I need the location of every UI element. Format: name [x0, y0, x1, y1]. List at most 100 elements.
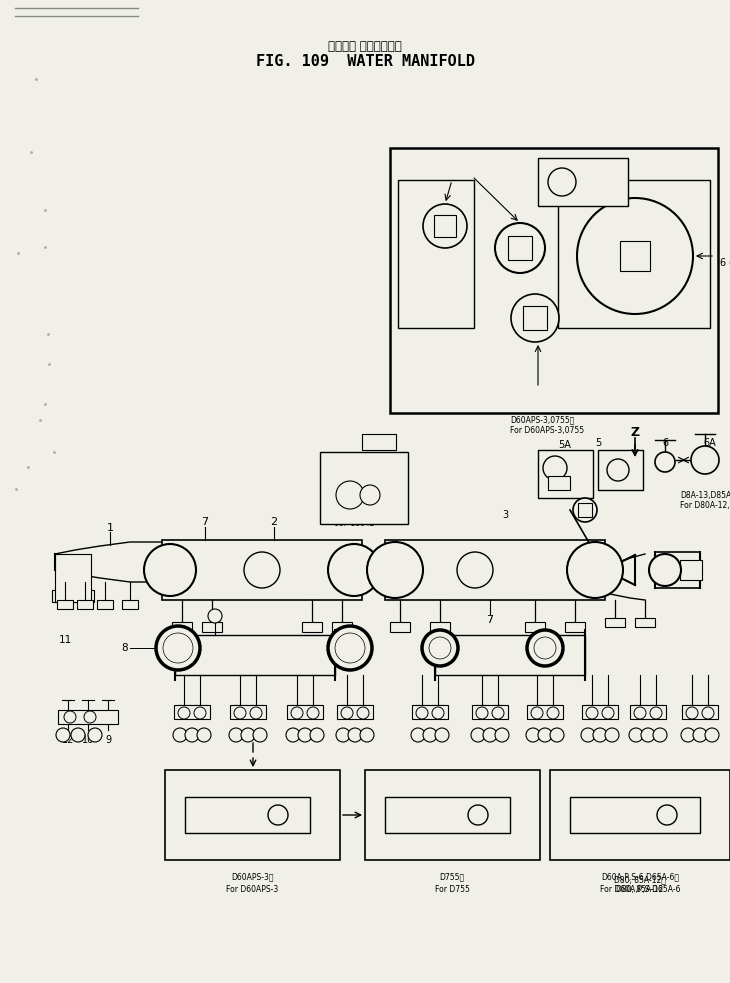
Text: 6A: 6A [704, 438, 716, 448]
Bar [365, 770, 540, 860]
Circle shape [328, 626, 372, 670]
Bar [435, 635, 585, 675]
Circle shape [641, 728, 655, 742]
Circle shape [534, 637, 556, 659]
Bar [605, 618, 625, 627]
Text: For D755: For D755 [434, 885, 469, 894]
Bar [52, 590, 94, 602]
Bar [630, 705, 666, 719]
Circle shape [547, 707, 559, 719]
Circle shape [163, 633, 193, 663]
Circle shape [367, 542, 423, 598]
Circle shape [468, 805, 488, 825]
Bar [548, 476, 570, 490]
Circle shape [423, 204, 467, 248]
Circle shape [341, 707, 353, 719]
Text: 4A: 4A [349, 460, 363, 470]
Text: 8: 8 [121, 643, 128, 653]
Bar [578, 503, 592, 517]
Circle shape [705, 728, 719, 742]
Circle shape [577, 198, 693, 314]
Circle shape [194, 707, 206, 719]
Text: 7 A: 7 A [631, 843, 649, 853]
Circle shape [84, 711, 96, 723]
Circle shape [185, 728, 199, 742]
Text: D60A,P,S-6,D65A-6用: D60A,P,S-6,D65A-6用 [601, 872, 679, 881]
Circle shape [653, 728, 667, 742]
Text: FIG. 109  WATER MANIFOLD: FIG. 109 WATER MANIFOLD [255, 54, 474, 70]
Circle shape [432, 707, 444, 719]
Circle shape [538, 728, 552, 742]
Circle shape [483, 728, 497, 742]
Bar [172, 622, 192, 632]
Bar [527, 705, 563, 719]
Text: Z: Z [631, 426, 639, 438]
Circle shape [336, 481, 364, 509]
Circle shape [586, 707, 598, 719]
Circle shape [657, 805, 677, 825]
Circle shape [286, 728, 300, 742]
Circle shape [435, 728, 449, 742]
Bar [620, 241, 650, 271]
Text: 7: 7 [486, 615, 493, 625]
Circle shape [634, 707, 646, 719]
Bar [320, 452, 408, 524]
Bar [398, 180, 474, 328]
Circle shape [422, 630, 458, 666]
Circle shape [144, 544, 196, 596]
Bar [302, 622, 322, 632]
Circle shape [234, 707, 246, 719]
Text: 10: 10 [82, 735, 94, 745]
Circle shape [693, 728, 707, 742]
Circle shape [335, 633, 365, 663]
Text: 4A: 4A [544, 473, 556, 483]
Circle shape [511, 294, 559, 342]
Circle shape [173, 728, 187, 742]
Circle shape [156, 626, 200, 670]
Circle shape [527, 630, 563, 666]
Circle shape [526, 728, 540, 742]
Circle shape [88, 728, 102, 742]
Bar [508, 236, 532, 260]
Circle shape [56, 728, 70, 742]
Text: 5A: 5A [558, 440, 572, 450]
Bar [362, 434, 396, 450]
Circle shape [691, 446, 719, 474]
Circle shape [476, 707, 488, 719]
Bar [385, 540, 605, 600]
Text: 5: 5 [595, 438, 601, 448]
Circle shape [655, 452, 675, 472]
Bar [538, 158, 628, 206]
Circle shape [573, 498, 597, 522]
Circle shape [605, 728, 619, 742]
Bar [525, 622, 545, 632]
Bar [430, 622, 450, 632]
Circle shape [307, 707, 319, 719]
Bar [550, 770, 730, 860]
Bar [162, 540, 362, 600]
Circle shape [548, 168, 576, 196]
Circle shape [208, 609, 222, 623]
Text: 6 or 6A: 6 or 6A [720, 258, 730, 268]
Bar [97, 600, 113, 609]
Circle shape [429, 637, 451, 659]
Text: 矢視
View  Z: 矢視 View Z [621, 386, 655, 406]
Circle shape [197, 728, 211, 742]
Text: D80, 85A-12用
D80, 85A-12: D80, 85A-12用 D80, 85A-12 [614, 875, 666, 895]
Circle shape [360, 485, 380, 505]
Circle shape [310, 728, 324, 742]
Bar [185, 797, 310, 833]
Bar [385, 797, 510, 833]
Text: 60F 18642-: 60F 18642- [334, 519, 377, 529]
Circle shape [360, 728, 374, 742]
Text: For D60A,P,S-D65A-6: For D60A,P,S-D65A-6 [600, 885, 680, 894]
Circle shape [244, 552, 280, 588]
Circle shape [492, 707, 504, 719]
Circle shape [686, 707, 698, 719]
Text: 3: 3 [502, 510, 508, 520]
Text: D8A-13,D85A用
For D80A-12, D85A: D8A-13,D85A用 For D80A-12, D85A [680, 491, 730, 510]
Circle shape [581, 728, 595, 742]
Circle shape [253, 728, 267, 742]
Bar [77, 600, 93, 609]
Bar [332, 622, 352, 632]
